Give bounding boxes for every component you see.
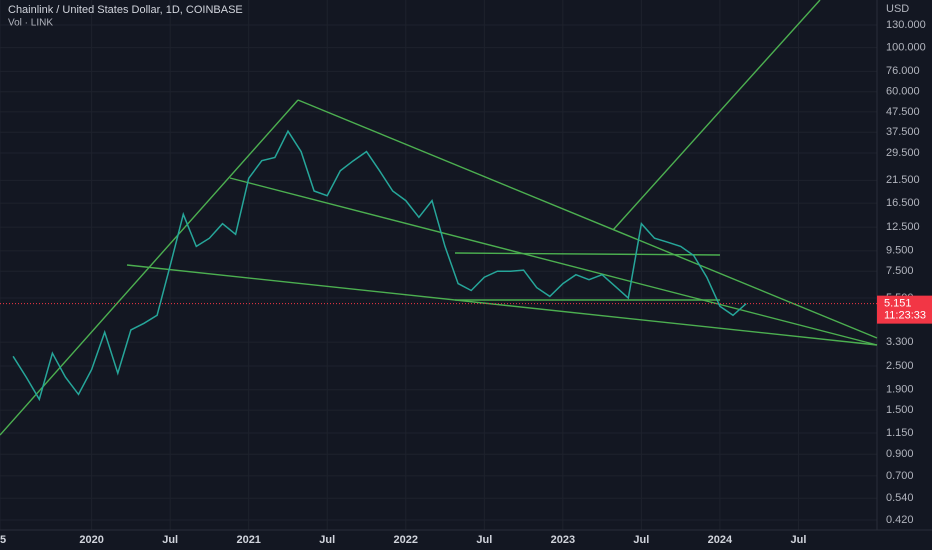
x-tick-label: Jul — [476, 534, 492, 546]
current-price-label: 5.151 — [884, 298, 912, 310]
y-tick-label: 0.700 — [886, 470, 914, 482]
x-tick-label: Jul — [633, 534, 649, 546]
current-price-box — [877, 295, 932, 324]
y-tick-label: 21.500 — [886, 174, 920, 186]
y-tick-label: 0.420 — [886, 514, 914, 526]
trend-line — [612, 0, 821, 231]
currency-label: USD — [886, 3, 909, 15]
y-tick-label: 37.500 — [886, 126, 920, 138]
y-tick-label: 9.500 — [886, 245, 914, 257]
y-tick-label: 16.500 — [886, 197, 920, 209]
y-tick-label: 1.150 — [886, 427, 914, 439]
volume-label: Vol · LINK — [8, 18, 53, 29]
x-tick-label: Jul — [791, 534, 807, 546]
y-tick-label: 1.500 — [886, 404, 914, 416]
y-tick-label: 60.000 — [886, 86, 920, 98]
x-tick-label: Jul — [319, 534, 335, 546]
symbol-title[interactable]: Chainlink / United States Dollar, 1D, CO… — [8, 4, 243, 16]
y-tick-label: 100.000 — [886, 42, 926, 54]
y-tick-label: 3.300 — [886, 336, 914, 348]
channel-line — [454, 252, 721, 256]
x-tick-label: 2020 — [79, 534, 103, 546]
drawings — [0, 0, 878, 436]
y-tick-label: 29.500 — [886, 147, 920, 159]
price-line — [12, 129, 747, 402]
countdown-label: 11:23:33 — [884, 310, 926, 322]
x-tick-label: 2023 — [551, 534, 575, 546]
y-tick-label: 0.540 — [886, 492, 914, 504]
y-tick-label: 12.500 — [886, 221, 920, 233]
x-tick-label: Jul — [162, 534, 178, 546]
y-tick-label: 0.900 — [886, 448, 914, 460]
y-tick-label: 2.500 — [886, 360, 914, 372]
x-tick-label: 2021 — [236, 534, 260, 546]
y-tick-label: 76.000 — [886, 65, 920, 77]
y-tick-label: 130.000 — [886, 19, 926, 31]
trend-line — [297, 99, 878, 339]
trend-line — [229, 177, 878, 346]
y-tick-label: 1.900 — [886, 384, 914, 396]
trend-line — [126, 264, 878, 346]
x-tick-label: 15 — [0, 534, 6, 546]
x-tick-label: 2024 — [708, 534, 733, 546]
x-tick-label: 2022 — [394, 534, 418, 546]
y-tick-label: 7.500 — [886, 265, 914, 277]
y-tick-label: 47.500 — [886, 106, 920, 118]
